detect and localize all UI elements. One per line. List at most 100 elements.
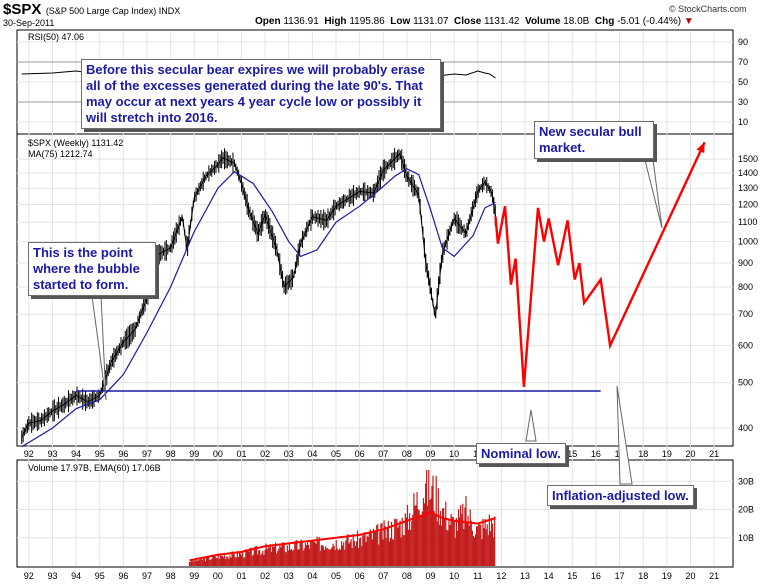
x-tick-label-bottom: 03: [284, 571, 294, 581]
projection-line: [494, 141, 706, 387]
rsi-tick-label: 30: [738, 97, 748, 107]
price-tick-label: 1500: [738, 154, 758, 164]
chart-title-row: $SPX (S&P 500 Large Cap Index) INDX: [3, 1, 180, 19]
x-tick-label-bottom: 11: [473, 571, 482, 581]
quote-strip: Open 1136.91 High 1195.86 Low 1131.07 Cl…: [255, 16, 694, 27]
volume-panel: [16, 459, 734, 568]
x-tick-label: 08: [402, 449, 412, 459]
x-tick-label: 97: [142, 449, 152, 459]
open-value: 1136.91: [283, 16, 319, 27]
x-tick-label-bottom: 98: [166, 571, 176, 581]
volume-value: 18.0B: [563, 16, 590, 27]
x-tick-label-bottom: 14: [544, 571, 554, 581]
x-tick-label-bottom: 16: [591, 571, 601, 581]
rsi-tick-label: 50: [738, 77, 748, 87]
x-tick-label: 19: [662, 449, 672, 459]
x-tick-label: 01: [236, 449, 246, 459]
x-tick-label-bottom: 13: [520, 571, 530, 581]
x-tick-label: 00: [213, 449, 223, 459]
x-tick-label: 96: [118, 449, 128, 459]
bull-market-callout: New secular bull market.: [534, 121, 654, 159]
chg-value: -5.01 (-0.44%): [617, 16, 682, 27]
x-tick-label-bottom: 05: [331, 571, 341, 581]
x-tick-label: 04: [307, 449, 317, 459]
volume-tick-label: 10B: [738, 533, 754, 543]
x-tick-label: 02: [260, 449, 270, 459]
x-tick-label: 16: [591, 449, 601, 459]
x-tick-label: 18: [638, 449, 648, 459]
price-tick-label: 1100: [738, 217, 757, 227]
x-tick-label-bottom: 97: [142, 571, 152, 581]
close-label: Close: [454, 16, 482, 27]
source-credit: © StockCharts.com: [669, 4, 747, 14]
price-close-line: [21, 152, 496, 438]
rsi-tick-label: 90: [738, 37, 748, 47]
x-tick-label-bottom: 21: [709, 571, 719, 581]
x-tick-label-bottom: 15: [567, 571, 577, 581]
x-tick-label-bottom: 12: [496, 571, 506, 581]
x-tick-label: 94: [71, 449, 81, 459]
down-arrow-icon: ▼: [683, 16, 694, 27]
x-tick-label-bottom: 01: [236, 571, 246, 581]
x-tick-label: 93: [47, 449, 57, 459]
price-tick-label: 800: [738, 282, 753, 292]
x-tick-label-bottom: 95: [95, 571, 105, 581]
price-tick-label: 1400: [738, 168, 758, 178]
close-value: 1131.42: [484, 16, 520, 27]
volume-ema-line: [189, 511, 496, 562]
rsi-tick-label: 70: [738, 57, 748, 67]
chart-date: 30-Sep-2011: [3, 18, 55, 28]
x-tick-label-bottom: 04: [307, 571, 317, 581]
bubble-pointer: [91, 295, 107, 401]
projection-arrowhead: [696, 142, 705, 154]
price-tick-label: 1000: [738, 237, 758, 247]
price-tick-label: 500: [738, 378, 753, 388]
low-value: 1131.07: [413, 16, 449, 27]
x-tick-label: 15: [567, 449, 577, 459]
x-tick-label-bottom: 93: [47, 571, 57, 581]
price-tick-label: 700: [738, 309, 753, 319]
x-tick-label-bottom: 18: [638, 571, 648, 581]
x-tick-label-bottom: 17: [615, 571, 625, 581]
x-tick-label: 21: [709, 449, 719, 459]
volume-tick-label: 30B: [738, 476, 754, 486]
volume-tick-label: 20B: [738, 505, 754, 515]
bear-market-callout: Before this secular bear expires we will…: [81, 59, 441, 129]
x-tick-label-bottom: 02: [260, 571, 270, 581]
open-label: Open: [255, 16, 281, 27]
volume-label: Volume: [525, 16, 561, 27]
bubble-callout: This is the point where the bubble start…: [28, 242, 156, 296]
inflation-low-callout: Inflation-adjusted low.: [547, 485, 694, 506]
ma-legend: MA(75) 1212.74: [28, 149, 93, 159]
x-tick-label: 95: [95, 449, 105, 459]
x-tick-label-bottom: 09: [426, 571, 436, 581]
price-legend: $SPX (Weekly) 1131.42: [28, 138, 123, 148]
price-tick-label: 600: [738, 341, 753, 351]
x-tick-label: 20: [685, 449, 695, 459]
x-tick-label-bottom: 19: [662, 571, 672, 581]
price-tick-label: 1200: [738, 199, 758, 209]
x-tick-label: 06: [355, 449, 365, 459]
price-tick-label: 1300: [738, 183, 758, 193]
x-tick-label: 99: [189, 449, 199, 459]
x-tick-label: 98: [166, 449, 176, 459]
x-tick-label: 09: [426, 449, 436, 459]
x-tick-label-bottom: 20: [685, 571, 695, 581]
inflation-pointer: [616, 385, 633, 485]
x-tick-label: 92: [24, 449, 34, 459]
nominal-low-callout: Nominal low.: [476, 443, 566, 464]
x-tick-label: 03: [284, 449, 294, 459]
x-tick-label-bottom: 96: [118, 571, 128, 581]
volume-legend: Volume 17.97B, EMA(60) 17.06B: [28, 463, 161, 473]
x-tick-label-bottom: 08: [402, 571, 412, 581]
low-label: Low: [390, 16, 411, 27]
rsi-legend: RSI(50) 47.06: [28, 32, 84, 42]
x-tick-label-bottom: 00: [213, 571, 223, 581]
x-tick-label-bottom: 10: [449, 571, 459, 581]
ma75-line: [21, 168, 496, 448]
x-tick-label: 07: [378, 449, 388, 459]
x-tick-label-bottom: 07: [378, 571, 388, 581]
x-tick-label: 10: [449, 449, 459, 459]
high-label: High: [324, 16, 347, 27]
x-tick-label-bottom: 06: [355, 571, 365, 581]
